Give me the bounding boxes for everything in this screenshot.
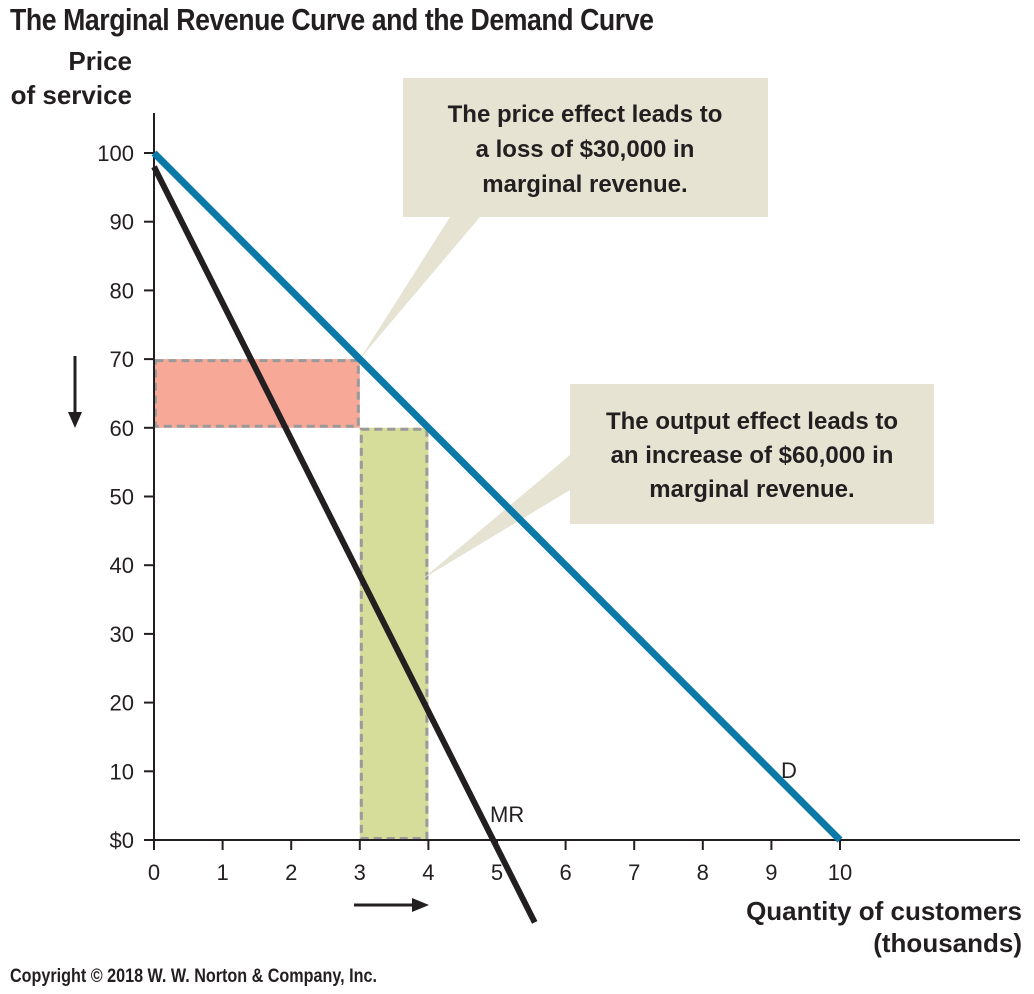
price-down-arrow-head bbox=[68, 412, 82, 428]
x-tick-label: 1 bbox=[216, 860, 228, 885]
x-tick-label: 0 bbox=[148, 860, 160, 885]
callout-2-line-2: an increase of $60,000 in bbox=[611, 442, 894, 469]
quantity-right-arrow-head bbox=[412, 898, 429, 912]
callout-1-line-1: The price effect leads to bbox=[448, 101, 723, 128]
callout-1-line-3: marginal revenue. bbox=[482, 171, 687, 198]
x-tick-label: 8 bbox=[697, 860, 709, 885]
x-tick-label: 6 bbox=[559, 860, 571, 885]
y-tick-label: 90 bbox=[110, 210, 134, 235]
callout-1-line-2: a loss of $30,000 in bbox=[476, 136, 695, 163]
callouts: The price effect leads to a loss of $30,0… bbox=[359, 78, 934, 579]
x-tick-label: 7 bbox=[628, 860, 640, 885]
y-tick-label: 70 bbox=[110, 347, 134, 372]
x-axis-label-line-1: Quantity of customers bbox=[746, 896, 1022, 926]
y-tick-label: 10 bbox=[110, 759, 134, 784]
effect-regions bbox=[154, 359, 429, 840]
output-effect-region-border bbox=[359, 427, 429, 840]
y-tick-label: 20 bbox=[110, 691, 134, 716]
y-tick-label: 30 bbox=[110, 622, 134, 647]
demand-curve bbox=[151, 150, 843, 843]
demand-curve-label: D bbox=[781, 758, 797, 783]
y-tick-label: 50 bbox=[110, 485, 134, 510]
callout-box-1 bbox=[403, 78, 768, 217]
callout-2-line-1: The output effect leads to bbox=[606, 408, 898, 435]
chart-title: The Marginal Revenue Curve and the Deman… bbox=[10, 2, 654, 37]
x-tick-label: 4 bbox=[422, 860, 434, 885]
y-tick-label: 40 bbox=[110, 553, 134, 578]
y-tick-label: 100 bbox=[97, 141, 134, 166]
series: D MR bbox=[151, 150, 843, 924]
callout-pointer-2 bbox=[422, 455, 570, 579]
x-tick-label: 10 bbox=[828, 860, 852, 885]
output-effect-region bbox=[359, 427, 429, 840]
y-tick-label: 80 bbox=[110, 278, 134, 303]
copyright-notice: Copyright © 2018 W. W. Norton & Company,… bbox=[10, 966, 377, 987]
arrows bbox=[68, 356, 429, 912]
x-tick-label: 9 bbox=[765, 860, 777, 885]
callout-2-line-3: marginal revenue. bbox=[649, 476, 854, 503]
x-axis-label-line-2: (thousands) bbox=[873, 928, 1022, 958]
y-tick-label: $0 bbox=[110, 828, 134, 853]
axes: $0 10 20 30 40 50 60 70 80 90 100 0 1 2 3 4 5 6 7 8 9 10 bbox=[97, 113, 1020, 885]
x-tick-label: 3 bbox=[354, 860, 366, 885]
y-axis-label-line-1: Price bbox=[68, 46, 132, 76]
callout-box-2 bbox=[570, 384, 934, 524]
y-tick-label: 60 bbox=[110, 416, 134, 441]
callout-pointer-1 bbox=[359, 217, 480, 360]
price-effect-region-border bbox=[154, 359, 360, 428]
x-tick-label: 5 bbox=[491, 860, 503, 885]
marginal-revenue-curve-label: MR bbox=[490, 802, 524, 827]
marginal-revenue-curve bbox=[151, 165, 538, 924]
y-axis-label-line-2: of service bbox=[10, 80, 132, 110]
x-tick-label: 2 bbox=[285, 860, 297, 885]
